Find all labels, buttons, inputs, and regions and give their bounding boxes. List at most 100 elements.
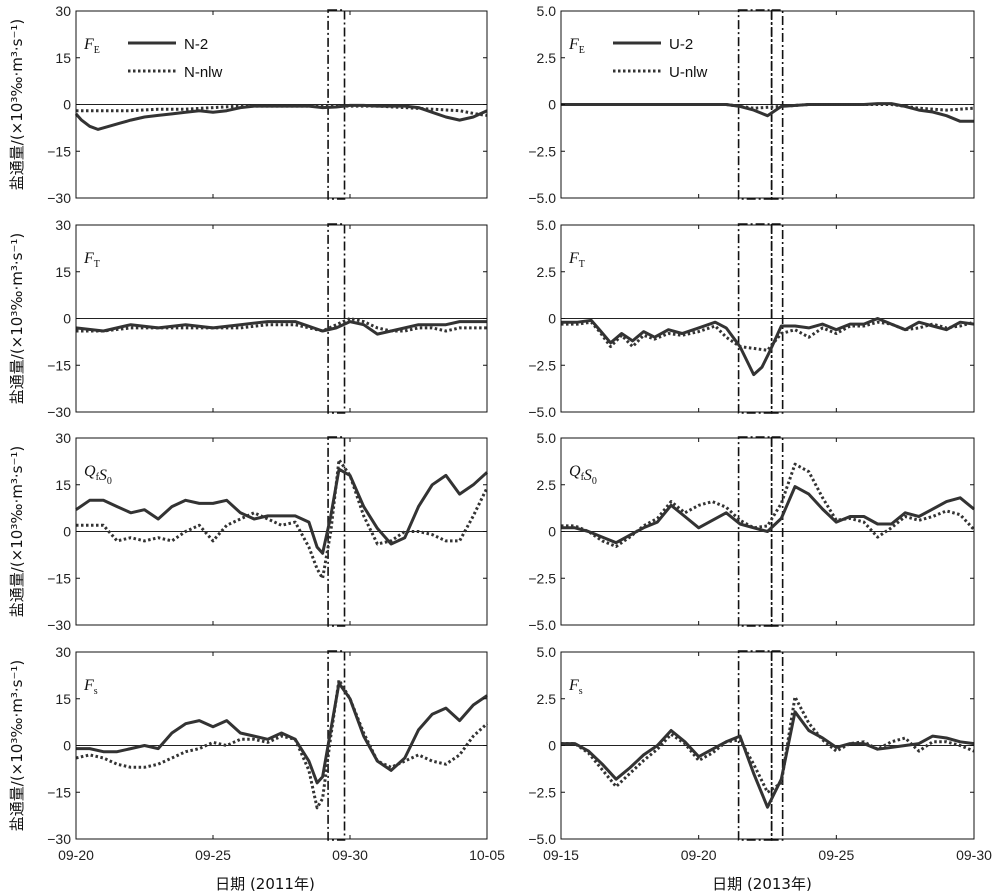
highlight-box (770, 436, 784, 627)
y-tick-label: −30 (47, 190, 71, 206)
x-tick-label: 09-25 (195, 847, 231, 863)
y-tick-label: −2.5 (528, 784, 556, 800)
panel-label: FT (83, 250, 100, 270)
panel-label-symbol: Q (569, 463, 581, 480)
y-tick-label: −30 (47, 617, 71, 633)
y-tick-label: 2.5 (537, 477, 557, 493)
y-axis-label: 盐通量/(×10³‰·m³·s⁻¹) (8, 19, 26, 190)
y-tick-label: −5.0 (528, 404, 556, 420)
panel-label-symbol: F (568, 36, 579, 53)
series-line-u-nlw (561, 462, 976, 548)
panel-label-symbol: F (568, 677, 579, 694)
panel-label-subscript: E (94, 45, 100, 56)
y-tick-label: −15 (47, 570, 71, 586)
y-tick-label: 0 (548, 524, 556, 540)
panel-label: Fs (83, 677, 98, 697)
highlight-box (737, 436, 773, 627)
y-tick-label: 5.0 (537, 217, 557, 233)
chart-panel-1: 30 15 0 −15 −30 FE N-2 N-nlw 盐通量/(×10³‰·m³·s⁻¹) (8, 3, 488, 206)
legend-label: N-2 (184, 36, 208, 53)
y-tick-label: 2.5 (537, 50, 557, 66)
y-tick-label: 15 (55, 477, 71, 493)
panel-label-subscript: E (579, 45, 585, 56)
y-tick-label: −2.5 (528, 570, 556, 586)
series-line-u-2 (561, 710, 975, 809)
panel-label-symbol: S (584, 467, 592, 484)
y-tick-label: 2.5 (537, 691, 557, 707)
panel-label-subscript: s (579, 686, 583, 697)
highlight-box (327, 650, 346, 841)
y-tick-label: 0 (63, 524, 71, 540)
y-tick-label: −2.5 (528, 143, 556, 159)
x-tick-label: 09-30 (332, 847, 368, 863)
series-line-n-nlw (76, 458, 489, 580)
x-tick-label: 09-25 (818, 847, 854, 863)
y-tick-label: 5.0 (537, 430, 557, 446)
panel-label-symbol: S (99, 467, 107, 484)
series-line-n-nlw (76, 317, 487, 333)
panel-label: QfS0 (569, 463, 597, 487)
y-axis-label: 盐通量/(×10³‰·m³·s⁻¹) (8, 233, 26, 404)
y-axis-label: 盐通量/(×10³‰·m³·s⁻¹) (8, 660, 26, 831)
highlight-box (327, 223, 346, 414)
panel-label: Fs (568, 677, 583, 697)
x-tick-label: 09-30 (956, 847, 992, 863)
panel-label-subscript: s (94, 686, 98, 697)
x-tick-label: 10-05 (469, 847, 505, 863)
y-tick-label: 0 (63, 738, 71, 754)
y-tick-label: 15 (55, 264, 71, 280)
highlight-box (770, 9, 784, 200)
y-tick-label: 2.5 (537, 264, 557, 280)
highlight-box (770, 650, 784, 841)
panel-label-subscript: f (96, 472, 100, 483)
y-tick-label: −30 (47, 404, 71, 420)
panel-label: FT (568, 250, 585, 270)
series-line-u-nlw (561, 695, 975, 794)
panel-label-subscript: 0 (107, 476, 112, 487)
y-tick-label: 0 (63, 311, 71, 327)
series-line-n-2 (75, 320, 487, 336)
x-axis-label-left: 日期 (2011年) (215, 875, 315, 893)
y-tick-label: 30 (55, 430, 71, 446)
y-tick-label: −15 (47, 143, 71, 159)
y-tick-label: −15 (47, 784, 71, 800)
panel-label-symbol: F (568, 250, 579, 267)
y-tick-label: −5.0 (528, 831, 556, 847)
chart-panel-8: 5.0 2.5 0 −2.5 −5.009-15 09-20 09-25 09-30 Fs (528, 644, 992, 863)
series-line-n-2 (75, 467, 489, 555)
y-tick-label: −5.0 (528, 190, 556, 206)
x-tick-label: 09-15 (543, 847, 579, 863)
panel-label-subscript: T (94, 259, 100, 270)
y-tick-label: −5.0 (528, 617, 556, 633)
y-tick-label: 5.0 (537, 3, 557, 19)
highlight-box (737, 223, 773, 414)
x-axis-label-right: 日期 (2013年) (712, 875, 812, 893)
chart-panel-2: 5.0 2.5 0 −2.5 −5.0 FE U-2 U-nlw (528, 3, 975, 206)
highlight-box (737, 650, 773, 841)
series-line-n-nlw (75, 678, 489, 810)
y-tick-label: 5.0 (537, 644, 557, 660)
panel-label-subscript: f (581, 472, 585, 483)
series-line-u-nlw (561, 103, 975, 112)
y-tick-label: 0 (63, 97, 71, 113)
panel-label: FE (568, 36, 585, 56)
y-tick-label: 15 (55, 691, 71, 707)
y-tick-label: 30 (55, 3, 71, 19)
chart-panel-6: 5.0 2.5 0 −2.5 −5.0 QfS0 (528, 430, 976, 633)
y-tick-label: −2.5 (528, 357, 556, 373)
x-tick-label: 09-20 (681, 847, 717, 863)
series-line-u-2 (561, 317, 975, 377)
panel-label: FE (83, 36, 100, 56)
panel-label-subscript: T (579, 259, 585, 270)
panel-label-symbol: Q (84, 463, 96, 480)
y-tick-label: 0 (548, 311, 556, 327)
series-line-n-nlw (76, 104, 488, 117)
series-line-u-nlw (561, 320, 975, 352)
legend-label: N-nlw (184, 64, 223, 81)
series-line-u-2 (561, 485, 975, 545)
chart-panel-4: 5.0 2.5 0 −2.5 −5.0 FT (528, 217, 975, 420)
chart-panel-3: 30 15 0 −15 −30 FT 盐通量/(×10³‰·m³·s⁻¹) (8, 217, 488, 420)
